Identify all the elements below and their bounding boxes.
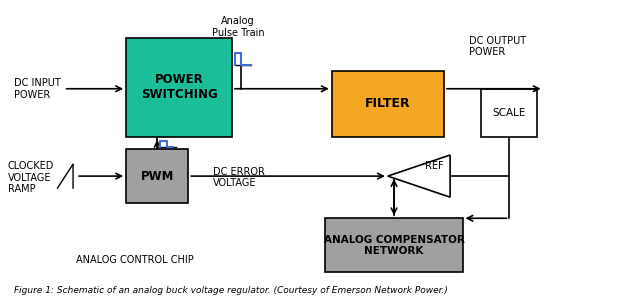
Text: DC ERROR
VOLTAGE: DC ERROR VOLTAGE [213,167,265,188]
FancyBboxPatch shape [126,37,232,137]
Text: PWM: PWM [140,170,174,183]
Text: FILTER: FILTER [365,97,411,110]
Text: REF: REF [425,161,444,171]
Text: Analog
Pulse Train: Analog Pulse Train [212,16,265,37]
Text: DC OUTPUT
POWER: DC OUTPUT POWER [469,36,526,57]
Text: CLOCKED
VOLTAGE
RAMP: CLOCKED VOLTAGE RAMP [8,161,54,194]
Text: ANALOG CONTROL CHIP: ANALOG CONTROL CHIP [76,255,194,265]
Text: DC INPUT
POWER: DC INPUT POWER [14,78,61,99]
Text: POWER
SWITCHING: POWER SWITCHING [141,73,217,101]
Text: SCALE: SCALE [493,108,526,118]
FancyBboxPatch shape [332,71,444,137]
Text: Figure 1: Schematic of an analog buck voltage regulator. (Courtesy of Emerson Ne: Figure 1: Schematic of an analog buck vo… [14,286,448,295]
Text: ANALOG COMPENSATOR
NETWORK: ANALOG COMPENSATOR NETWORK [324,235,464,256]
FancyBboxPatch shape [126,149,188,203]
FancyBboxPatch shape [481,89,537,137]
FancyBboxPatch shape [326,218,463,272]
